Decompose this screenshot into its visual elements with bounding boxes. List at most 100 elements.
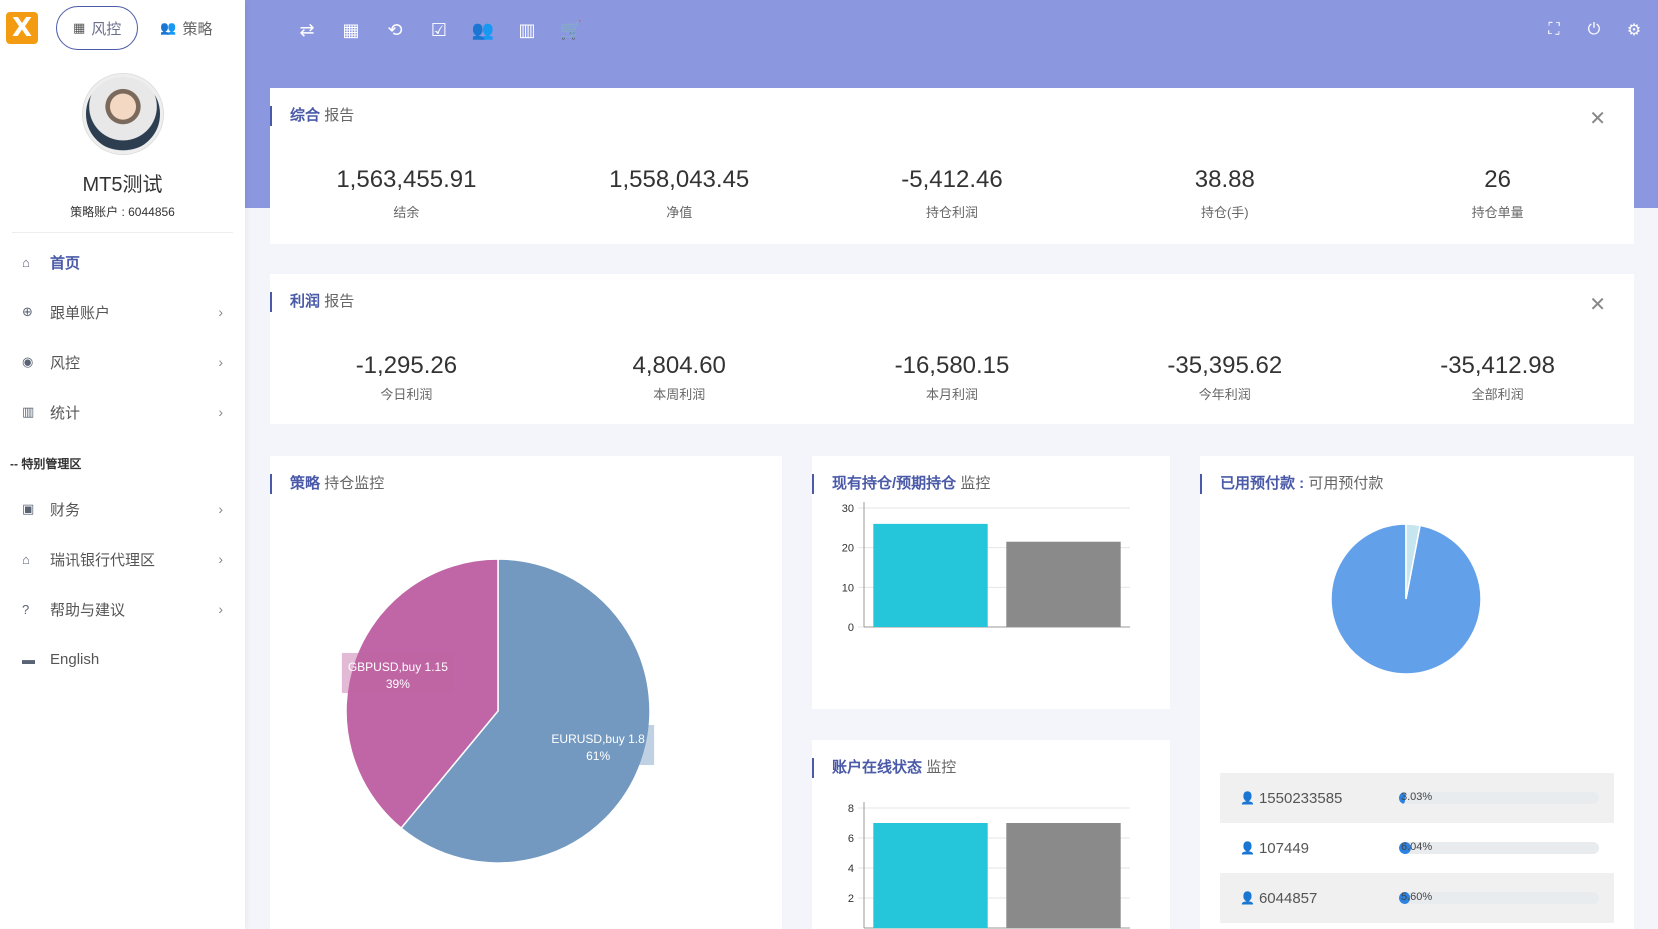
pie-slice-percent: 61% — [586, 749, 610, 763]
strategy-position-card: 策略 持仓监控 EURUSD,buy 1.8 61% GBPUSD,buy 1.15… — [270, 456, 782, 929]
close-icon[interactable]: ✕ — [1589, 294, 1606, 316]
card-title: 策略 持仓监控 — [270, 474, 384, 494]
tab-risk-control[interactable]: ▦ 风控 — [56, 6, 139, 50]
logo[interactable]: X — [6, 12, 38, 44]
progress-text: 6.04% — [1400, 842, 1433, 853]
card-title-bold: 利润 — [290, 293, 321, 310]
stat-value: 1,558,043.45 — [609, 166, 750, 193]
settings-icon[interactable]: ⚙ — [1626, 22, 1642, 39]
prepayment-pie-chart — [1330, 523, 1482, 675]
main-nav: ⌂ 首页 ⊕ 跟单账户 › ◉ 风控 › ▥ 统计 › — [0, 233, 245, 437]
progress-text: 5.60% — [1400, 892, 1433, 903]
special-nav: ▣ 财务 › ⌂ 瑞讯银行代理区 › ? 帮助与建议 › ▬ English — [0, 480, 245, 684]
nav-item-statistics[interactable]: ▥ 统计 › — [0, 387, 245, 437]
nav-item-home[interactable]: ⌂ 首页 — [0, 237, 245, 287]
avatar[interactable] — [82, 74, 163, 154]
y-tick-label: 30 — [842, 503, 854, 515]
card-title-rest: 报告 — [324, 293, 355, 310]
stat-week-profit: 4,804.60 本周利润 — [543, 352, 816, 403]
nav-item-follow-accounts[interactable]: ⊕ 跟单账户 › — [0, 287, 245, 337]
section-label: -- 特别管理区 — [10, 457, 82, 471]
nav-item-bank-agency[interactable]: ⌂ 瑞讯银行代理区 › — [0, 534, 245, 584]
card-title-bold: 综合 — [290, 107, 321, 124]
nav-item-risk-control[interactable]: ◉ 风控 › — [0, 337, 245, 387]
topbar: ⇄ ▦ ⟲ ☑ 👥 ▥ 🛒 ⛶ ⏻ ⚙ — [245, 0, 1658, 60]
margin-progress-bar: 3.03% — [1398, 792, 1599, 804]
online-status-card: 账户在线状态 监控 2 4 6 8 — [812, 740, 1170, 929]
swap-icon[interactable]: ⇄ — [299, 19, 315, 40]
close-icon[interactable]: ✕ — [1589, 108, 1606, 130]
profile: MT5测试 策略账户 : 6044856 — [0, 56, 245, 220]
stat-label: 净值 — [666, 205, 693, 220]
card-title-rest: 监控 — [926, 759, 957, 776]
stat-balance: 1,563,455.91 结余 — [270, 166, 543, 221]
stat-value: -16,580.15 — [894, 352, 1010, 379]
summary-report-card: 综合 报告 ✕ 1,563,455.91 结余 1,558,043.45 净值 … — [270, 88, 1634, 244]
summary-stats: 1,563,455.91 结余 1,558,043.45 净值 -5,412.4… — [270, 166, 1634, 221]
stat-value: 38.88 — [1194, 166, 1255, 193]
stat-value: -1,295.26 — [355, 352, 458, 379]
pie-label-box — [341, 652, 454, 693]
user-icon: 👤 — [1240, 841, 1255, 855]
chevron-right-icon: › — [218, 304, 223, 320]
card-title: 已用预付款 : 可用预付款 — [1200, 474, 1383, 494]
position-bar-chart: 0 10 20 30 — [842, 502, 1130, 634]
tab-strategy[interactable]: 👥 策略 — [144, 6, 228, 50]
y-tick-label: 0 — [848, 622, 854, 634]
nav-item-label: 帮助与建议 — [50, 601, 126, 619]
dashboard-icon[interactable]: ▦ — [342, 19, 360, 40]
stat-label: 结余 — [393, 205, 420, 220]
repeat-icon[interactable]: ⟲ — [387, 19, 403, 40]
stat-label: 本周利润 — [653, 387, 706, 402]
pie-slice — [1405, 523, 1421, 600]
bar — [1006, 541, 1121, 627]
position-monitor-card: 现有持仓/预期持仓 监控 0 10 20 30 — [812, 456, 1170, 709]
card-title-bold: 现有持仓/预期持仓 — [832, 475, 957, 492]
nav-item-english[interactable]: ▬ English — [0, 634, 245, 684]
stat-label: 今年利润 — [1198, 387, 1251, 402]
stat-value: -35,412.98 — [1440, 352, 1555, 379]
stat-label: 本月利润 — [925, 387, 978, 402]
user-icon: 👤 — [1240, 891, 1255, 905]
fullscreen-icon[interactable]: ⛶ — [1548, 21, 1560, 38]
group-icon[interactable]: 👥 — [471, 19, 495, 40]
bar-chart-icon[interactable]: ▥ — [518, 19, 536, 40]
clipboard-check-icon[interactable]: ☑ — [430, 19, 448, 40]
progress-fill — [1398, 792, 1405, 804]
account-id: 6044857 — [1258, 889, 1318, 907]
progress-fill — [1398, 892, 1411, 904]
chart-icon: ▥ — [22, 404, 35, 419]
globe-icon: ⊕ — [22, 304, 33, 319]
nav-item-label: 风控 — [50, 354, 81, 372]
stat-month-profit: -16,580.15 本月利润 — [816, 352, 1089, 403]
divider — [12, 232, 233, 233]
chevron-right-icon: › — [218, 354, 223, 370]
power-icon[interactable]: ⏻ — [1587, 21, 1601, 38]
card-title: 综合 报告 — [270, 106, 354, 126]
pie-slice-label: GBPUSD,buy 1.15 — [348, 660, 448, 674]
profile-account: 策略账户 : 6044856 — [70, 205, 175, 219]
nav-item-help[interactable]: ? 帮助与建议 › — [0, 584, 245, 634]
pie-slice — [400, 558, 651, 864]
bar — [873, 523, 988, 627]
chevron-right-icon: › — [218, 551, 223, 567]
brand-row: X ▦ 风控 👥 策略 — [0, 0, 245, 56]
topbar-right: ⛶ ⏻ ⚙ — [1544, 0, 1644, 60]
users-icon: 👥 — [160, 20, 177, 35]
y-tick-label: 4 — [848, 863, 854, 875]
cart-icon[interactable]: 🛒 — [559, 19, 583, 40]
stat-year-profit: -35,395.62 今年利润 — [1088, 352, 1361, 403]
help-icon: ? — [22, 601, 30, 617]
online-status-bar-chart: 2 4 6 8 — [848, 802, 1130, 929]
home-icon: ⌂ — [22, 254, 30, 270]
profile-name: MT5测试 — [82, 174, 163, 196]
tab-strategy-label: 策略 — [182, 20, 213, 38]
card-title-bold: 策略 — [290, 475, 321, 492]
card-title-bold: 已用预付款 : — [1220, 475, 1305, 492]
stat-position-count: 26 持仓单量 — [1361, 166, 1634, 221]
card-title: 利润 报告 — [270, 292, 354, 312]
margin-progress-bar: 6.04% — [1398, 842, 1599, 854]
bar — [1006, 823, 1121, 928]
nav-item-finance[interactable]: ▣ 财务 › — [0, 484, 245, 534]
nav-item-label: English — [50, 650, 100, 668]
